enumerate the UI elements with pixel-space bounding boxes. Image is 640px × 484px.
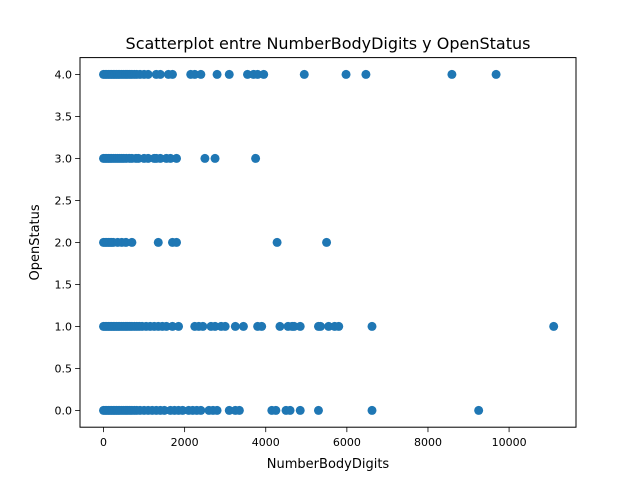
data-point	[299, 69, 309, 79]
y-tick-label: 0.5	[55, 362, 73, 375]
data-point	[295, 405, 305, 415]
data-point	[295, 321, 305, 331]
data-point	[361, 69, 371, 79]
x-axis-label: NumberBodyDigits	[267, 457, 390, 472]
y-tick-label: 4.0	[55, 68, 73, 81]
data-point	[272, 237, 282, 247]
y-axis-label: OpenStatus	[28, 204, 43, 280]
data-point	[212, 69, 222, 79]
y-axis: 0.0 0.5 1.0 1.5 2.0 2.5 3.0 3.5 4.0	[55, 68, 80, 417]
data-point	[367, 321, 377, 331]
data-point	[153, 237, 163, 247]
y-tick-label: 2.0	[55, 236, 73, 249]
data-point	[491, 69, 501, 79]
y-tick-label: 1.0	[55, 320, 73, 333]
data-point	[341, 69, 351, 79]
data-point	[447, 69, 457, 79]
data-point	[172, 153, 182, 163]
data-point	[275, 321, 285, 331]
data-point	[198, 321, 208, 331]
data-point	[167, 69, 177, 79]
x-tick-label: 0	[100, 436, 107, 449]
data-point	[224, 69, 234, 79]
data-point	[212, 405, 222, 415]
data-point	[285, 405, 295, 415]
data-point	[210, 153, 220, 163]
data-point	[334, 321, 344, 331]
y-tick-label: 3.0	[55, 152, 73, 165]
data-point	[196, 405, 206, 415]
data-point	[251, 153, 261, 163]
x-axis: 0 2000 4000 6000 8000 10000	[100, 427, 527, 449]
data-point	[155, 69, 165, 79]
data-point	[313, 405, 323, 415]
data-point	[174, 321, 184, 331]
x-tick-label: 4000	[252, 436, 280, 449]
data-point	[238, 321, 248, 331]
x-tick-label: 6000	[333, 436, 361, 449]
data-point	[172, 237, 182, 247]
data-point	[259, 69, 269, 79]
data-point	[200, 153, 210, 163]
y-tick-label: 3.5	[55, 110, 73, 123]
data-point	[316, 321, 325, 331]
data-point	[234, 405, 244, 415]
data-point	[127, 237, 137, 247]
scatter-points	[99, 69, 559, 415]
data-point	[322, 237, 332, 247]
x-tick-label: 2000	[171, 436, 199, 449]
y-tick-label: 1.5	[55, 278, 73, 291]
data-point	[271, 405, 281, 415]
data-point	[549, 321, 559, 331]
data-point	[196, 69, 206, 79]
data-point	[220, 321, 230, 331]
y-tick-label: 0.0	[55, 404, 73, 417]
data-point	[367, 405, 377, 415]
data-point	[474, 405, 484, 415]
x-tick-label: 10000	[492, 436, 527, 449]
data-point	[143, 69, 153, 79]
x-tick-label: 8000	[414, 436, 442, 449]
data-point	[257, 321, 267, 331]
data-point	[230, 321, 240, 331]
y-tick-label: 2.5	[55, 194, 73, 207]
chart-title: Scatterplot entre NumberBodyDigits y Ope…	[126, 34, 531, 53]
